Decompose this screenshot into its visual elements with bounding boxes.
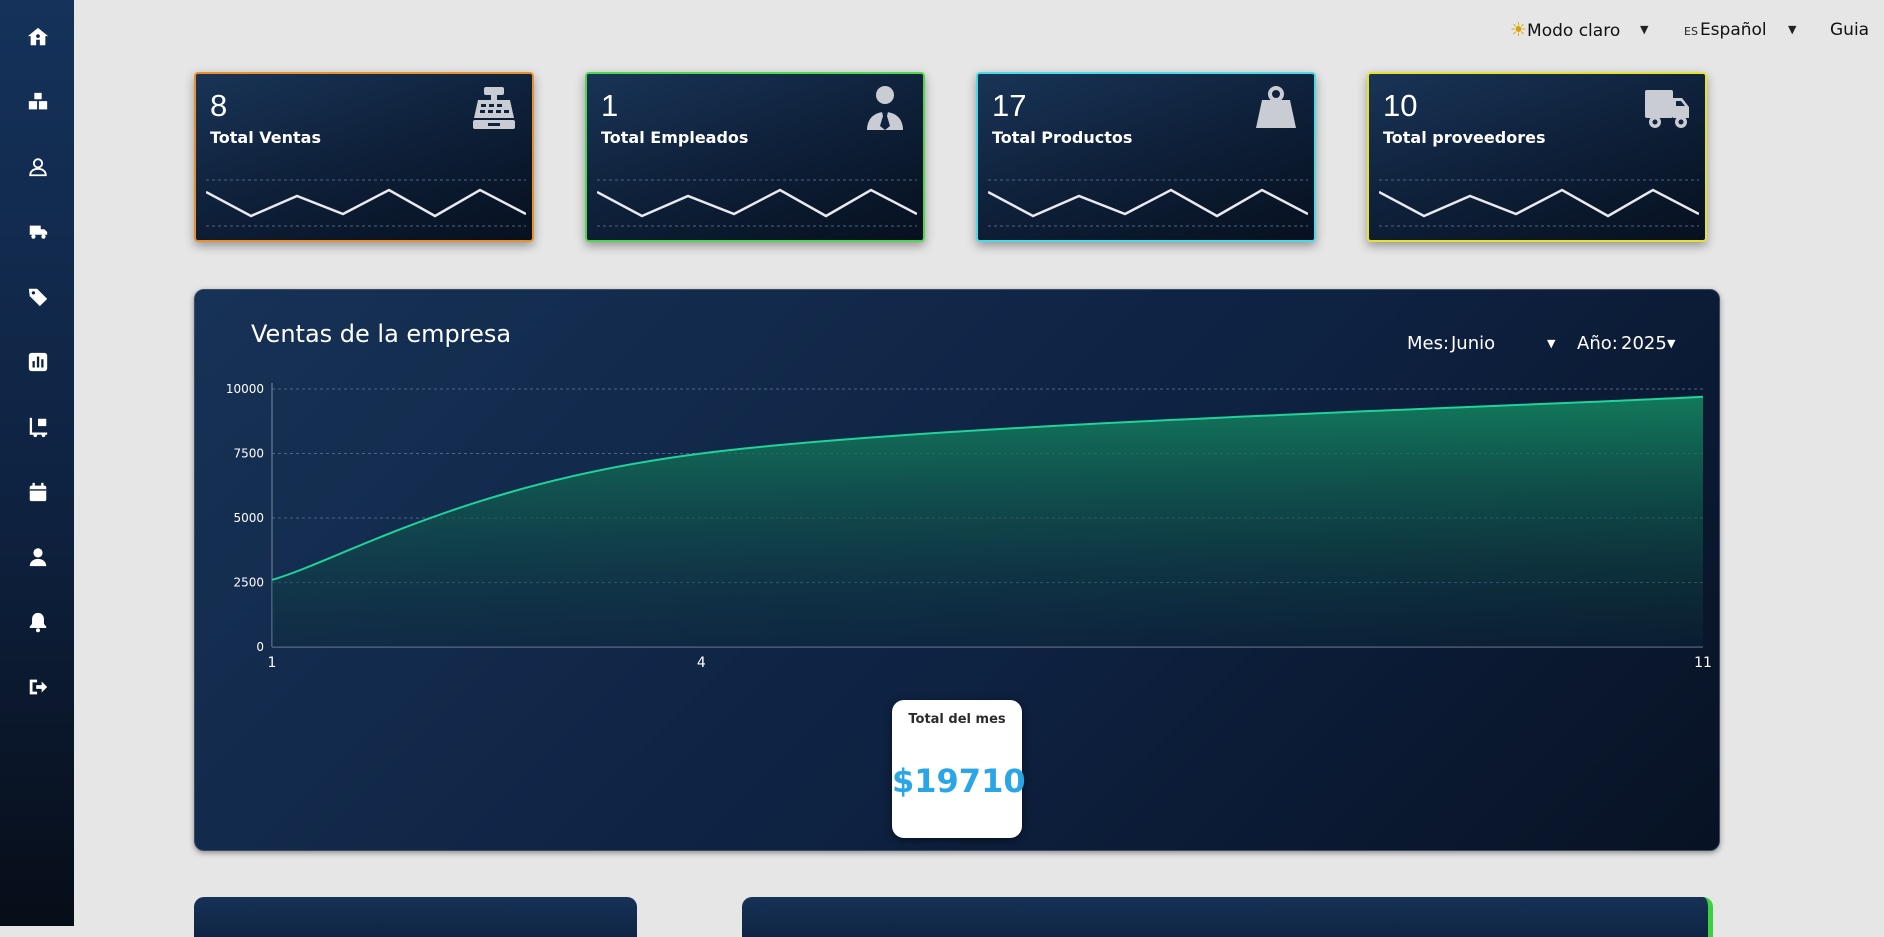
card-label: Total proveedores	[1383, 128, 1546, 147]
sidebar-item-users[interactable]	[25, 544, 51, 570]
theme-toggle[interactable]: ☀Modo claro	[1510, 18, 1620, 43]
card-value: 17	[992, 88, 1027, 123]
sidebar-item-deliveries[interactable]	[25, 414, 51, 440]
cash-register-icon	[470, 84, 518, 132]
user-outline-icon	[29, 158, 47, 177]
tag-icon	[28, 288, 48, 307]
month-total-label: Total del mes	[908, 712, 1006, 727]
card-total-products[interactable]: 17 Total Productos	[976, 72, 1316, 242]
y-tick-label: 10000	[226, 382, 264, 396]
x-tick-label: 1	[268, 655, 277, 671]
language-chevron-down-icon[interactable]: ▼	[1788, 23, 1797, 36]
card-value: 1	[601, 88, 619, 123]
sales-area-fill	[272, 396, 1703, 647]
month-total-card: Total del mes $19710	[892, 700, 1026, 838]
month-value: Junio	[1451, 333, 1496, 354]
theme-chevron-down-icon[interactable]: ▼	[1640, 23, 1649, 36]
sales-panel: Ventas de la empresa Mes: Junio ▼ Año: 2…	[194, 289, 1720, 851]
sidebar-item-calendar[interactable]	[25, 479, 51, 505]
month-label: Mes:	[1407, 333, 1450, 354]
y-tick-label: 2500	[233, 576, 264, 590]
sales-chart: 0 2500 5000 7500 10000 1 4 11	[226, 382, 1712, 671]
sales-line	[271, 395, 1704, 581]
sidebar-item-reports[interactable]	[25, 349, 51, 375]
month-select[interactable]: Junio ▼	[1451, 332, 1555, 356]
year-select[interactable]: 2025 ▼	[1621, 332, 1691, 356]
card-label: Total Ventas	[210, 128, 321, 147]
bell-icon	[29, 612, 47, 633]
language-code: ES	[1684, 25, 1698, 38]
sidebar-item-shipping[interactable]	[25, 219, 51, 245]
delivery-truck-icon	[1643, 84, 1691, 132]
chart-square-icon	[28, 352, 48, 372]
language-label: Español	[1699, 20, 1767, 40]
sidebar-item-inventory[interactable]	[25, 89, 51, 115]
sidebar	[0, 0, 74, 926]
card-total-employees[interactable]: 1 Total Empleados	[585, 72, 925, 242]
sales-panel-title: Ventas de la empresa	[251, 320, 512, 348]
card-sparkline	[597, 179, 917, 227]
y-tick-label: 0	[256, 640, 264, 654]
sidebar-item-home[interactable]	[25, 24, 51, 50]
theme-label: Modo claro	[1527, 21, 1621, 41]
y-tick-label: 7500	[233, 447, 264, 461]
people-carry-icon	[29, 417, 48, 438]
language-select[interactable]: ES Español	[1684, 18, 1767, 44]
card-value: 10	[1383, 88, 1418, 123]
home-icon	[27, 27, 49, 46]
card-label: Total Empleados	[601, 128, 749, 147]
logout-icon	[29, 679, 48, 695]
month-chevron-down-icon: ▼	[1547, 337, 1556, 350]
boxes-icon	[28, 92, 48, 110]
x-tick-label: 4	[697, 655, 706, 671]
bottom-panel-left	[194, 897, 637, 937]
card-sparkline	[1379, 179, 1699, 227]
guide-link[interactable]: Guia	[1830, 20, 1870, 40]
employee-icon	[861, 84, 909, 132]
card-sparkline	[988, 179, 1308, 227]
sidebar-item-logout[interactable]	[25, 674, 51, 700]
sidebar-item-notifications[interactable]	[25, 609, 51, 635]
filters: Mes: Junio ▼ Año: 2025 ▼	[1407, 332, 1707, 356]
y-tick-label: 5000	[233, 511, 264, 525]
bottom-panel-right	[742, 897, 1713, 937]
card-total-sales[interactable]: 8 Total Ventas	[194, 72, 534, 242]
sidebar-item-products[interactable]	[25, 284, 51, 310]
x-tick-label: 11	[1694, 655, 1712, 671]
truck-fast-icon	[29, 225, 48, 239]
user-icon	[29, 548, 47, 567]
top-bar: ☀Modo claro ▼ ES Español ▼ Guia	[1490, 18, 1870, 42]
year-label: Año:	[1577, 333, 1618, 354]
weight-bag-icon	[1252, 84, 1300, 132]
year-value: 2025	[1621, 333, 1667, 354]
month-total-value: $19710	[892, 762, 1026, 800]
calendar-icon	[29, 482, 47, 502]
card-total-suppliers[interactable]: 10 Total proveedores	[1367, 72, 1707, 242]
card-value: 8	[210, 88, 228, 123]
sidebar-item-clients[interactable]	[25, 154, 51, 180]
card-label: Total Productos	[992, 128, 1133, 147]
card-sparkline	[206, 179, 526, 227]
sun-icon: ☀	[1510, 19, 1528, 41]
year-chevron-down-icon: ▼	[1667, 337, 1676, 350]
